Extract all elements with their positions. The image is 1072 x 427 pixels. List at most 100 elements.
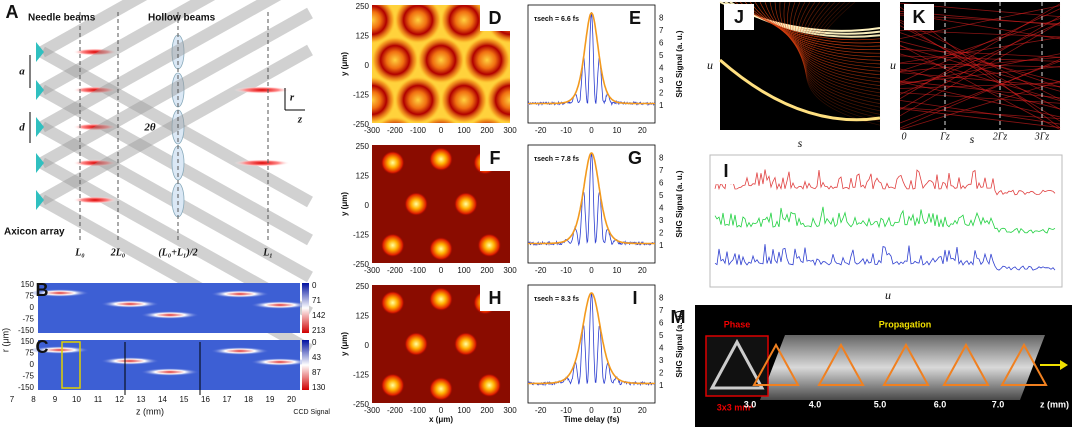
streak [100,357,160,365]
curve [774,1,881,68]
ring [372,76,396,123]
ray [899,66,1061,84]
y-tick-label: -75 [22,315,34,324]
ring [463,36,510,84]
streak [140,368,200,376]
y-tick-label: 1 [659,241,664,250]
y-tick-label: -75 [22,372,34,381]
ring [371,0,419,4]
x-tick-label: -10 [560,266,572,275]
envelope [528,12,655,105]
x-tick-label: 100 [457,266,471,275]
y-tick-label: -125 [353,91,370,100]
x-tick-label: -300 [364,126,381,135]
label: Hollow beams [148,13,216,24]
y-tick-label: -250 [353,260,370,269]
ring [372,5,396,44]
ring [555,0,603,4]
ray [899,48,1061,58]
colorbar-label: 71 [312,296,321,305]
x-tick-label: -100 [410,126,427,135]
x-tick-label: -10 [560,126,572,135]
curve [749,1,881,51]
spot [477,373,502,398]
y-tick-label: 8 [659,13,664,22]
x-tick-label: 300 [503,126,517,135]
ring [394,76,442,123]
x-tick-label: 0 [439,126,444,135]
streak [210,347,270,355]
x-tick-label: 200 [480,266,494,275]
label: u [885,288,891,302]
y-tick-label: 4 [659,204,664,213]
x-tick-label: 9 [53,395,58,404]
ring [470,116,504,123]
streak [100,300,160,308]
x-tick-label: 10 [612,266,621,275]
needle-beam [73,159,117,167]
envelope [528,152,655,245]
label: CCD Signal [293,409,330,416]
curve [794,1,881,90]
x-tick-label: 12 [115,395,124,404]
curve [754,1,881,54]
x-tick-label: 18 [244,395,253,404]
ring [394,5,442,44]
label-box [480,285,510,311]
y-tick-label: 75 [25,292,34,301]
panel-label: D [489,8,502,28]
ring [302,0,350,44]
y-tick-label: 5 [659,191,664,200]
ring [424,116,458,123]
label: z [297,114,303,126]
label: 3x3 mm² [717,402,754,412]
streak [30,289,90,297]
curve [744,1,881,47]
beam [39,44,313,206]
x-tick-label: -200 [387,126,404,135]
ring [440,5,488,44]
x-tick-label: 15 [180,395,189,404]
label-box [713,158,739,184]
panel-label: F [490,148,501,168]
y-tick-label: 250 [356,2,370,11]
x-tick-label: -10 [560,406,572,415]
needle-beam [73,123,117,131]
beam-profile [942,342,990,386]
beam-profile [882,342,930,386]
y-tick-label: -150 [18,326,35,335]
x-tick-label: 13 [137,395,146,404]
panel-label: E [629,8,641,28]
panel-label: G [628,148,642,168]
x-tick-label: 20 [638,406,647,415]
ray [899,45,1061,92]
y-tick-label: 3 [659,76,664,85]
curve [779,1,881,72]
x-tick-label: Γz [939,131,950,142]
spot [404,332,429,356]
needle-beam [234,159,290,167]
x-tick-label: 100 [457,406,471,415]
panel-label: K [913,7,926,27]
ring [463,0,511,4]
label: s [798,136,803,150]
x-tick-label: 10 [612,406,621,415]
beam-profile [752,342,800,386]
ray [899,107,1061,120]
y-tick-label: 125 [356,312,370,321]
curve [802,1,881,112]
y-tick-label: -125 [353,371,370,380]
ray [899,56,1061,72]
label: 2θ [143,122,156,134]
x-tick-label: 300 [503,406,517,415]
y-tick-label: 6 [659,179,664,188]
x-tick-label: -200 [387,266,404,275]
ring [417,0,465,4]
ray [899,18,1061,72]
y-tick-label: 0 [365,61,370,70]
ray [899,58,1061,129]
colorbar-label: 87 [312,368,321,377]
x-tick-label: 17 [223,395,232,404]
x-tick-label: 16 [201,395,210,404]
